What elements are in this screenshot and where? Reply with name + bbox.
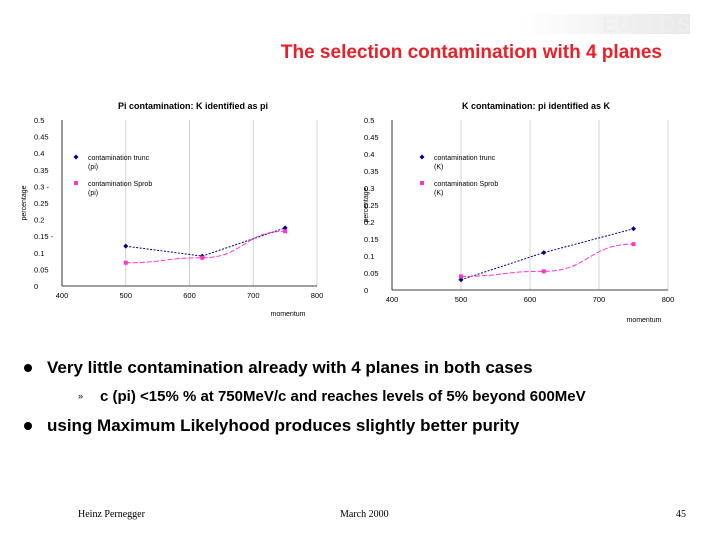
data-point-sprob <box>631 242 636 247</box>
pi-contamination-chart: Pi contamination: K identified as pi 400 5… <box>21 101 324 318</box>
x-tick-label: 500 <box>455 295 468 304</box>
y-tick-label: 0.3 <box>364 184 374 193</box>
x-tick-label: 600 <box>524 295 537 304</box>
x-tick-label: 500 <box>119 291 132 300</box>
bullet-text-1: Very little contamination already with 4… <box>47 358 533 377</box>
y-tick-label: 0.25 <box>364 201 379 210</box>
slide-title: The selection contamination with 4 plane… <box>280 42 662 63</box>
legend-label: contamination trunc <box>88 155 150 162</box>
y-tick-label: 0 <box>34 282 38 291</box>
bullet-dot-icon <box>24 364 32 372</box>
y-tick-label: 0.05 <box>364 269 379 278</box>
sub-bullet-text: c (pi) <15% % at 750MeV/c and reaches le… <box>100 388 586 405</box>
y-tick-label: 0.35 <box>364 167 379 176</box>
x-tick-label: 700 <box>593 295 606 304</box>
bullet-text-2: using Maximum Likelyhood produces slight… <box>47 416 520 435</box>
y-tick-label: 0.1 <box>364 252 374 261</box>
y-tick-label: 0.4 <box>364 150 374 159</box>
x-tick-label: 600 <box>183 291 196 300</box>
logo-banner <box>520 14 690 34</box>
series-line-sprob <box>125 230 286 264</box>
footer-page-number: 45 <box>676 509 686 520</box>
footer-date: March 2000 <box>340 509 389 520</box>
data-point-trunc <box>631 226 636 232</box>
y-tick-label: 0.1 <box>34 249 44 258</box>
y-tick-label: 0.45 <box>34 133 49 142</box>
x-tick-label: 700 <box>247 291 260 300</box>
data-point-sprob <box>123 260 128 265</box>
legend-label-cont: (pi) <box>88 164 98 171</box>
legend-label-cont: (K) <box>434 164 443 171</box>
y-tick-label: 0.45 <box>364 133 379 142</box>
legend-marker-trunc <box>73 154 79 160</box>
y-tick-label: 0 <box>364 286 368 295</box>
sub-bullet-arrow-icon: » <box>78 391 84 401</box>
logo-watermark: EUR OS <box>601 12 692 37</box>
legend-label-cont: (K) <box>434 190 443 197</box>
bullet-dot-icon <box>24 422 32 430</box>
y-tick-label: 0.25 <box>34 199 49 208</box>
series-line-trunc <box>460 228 634 281</box>
data-point-trunc <box>282 225 288 231</box>
y-tick-label: 0.15 - <box>34 232 54 241</box>
legend-marker-sprob <box>74 181 78 185</box>
y-tick-label: 0.15 <box>364 235 379 244</box>
x-tick-label: 800 <box>662 295 675 304</box>
legend-label: contamination trunc <box>434 155 496 162</box>
y-tick-label: 0.2 <box>364 218 374 227</box>
data-point-sprob <box>200 255 205 260</box>
legend-marker-trunc <box>419 154 425 160</box>
legend-label-cont: (pi) <box>88 190 98 197</box>
legend-label: contamination Sprob <box>434 181 498 188</box>
data-point-trunc <box>458 277 464 283</box>
data-point-sprob <box>459 274 463 279</box>
y-axis-label: percentage <box>363 187 370 222</box>
y-axis-label: percentage <box>21 185 28 220</box>
y-tick-label: 0.3 - <box>34 182 50 191</box>
k-contamination-chart: K contamination: pi identified as K 400 50… <box>363 101 675 324</box>
legend-label: contamination Sprob <box>88 181 152 188</box>
y-tick-label: 0.05 <box>34 265 49 274</box>
y-tick-label: 0.5 <box>34 116 44 125</box>
chart-title: K contamination: pi identified as K <box>462 101 611 111</box>
series-line-sprob <box>460 243 634 277</box>
series-line-trunc <box>125 227 286 257</box>
data-point-trunc <box>123 243 129 249</box>
x-tick-label: 400 <box>56 291 69 300</box>
x-axis-label: momentum <box>270 311 305 318</box>
y-tick-label: 0.5 <box>364 116 374 125</box>
y-tick-label: 0.35 <box>34 166 49 175</box>
x-tick-label: 800 <box>311 291 324 300</box>
y-tick-label: 0.4 <box>34 149 44 158</box>
data-point-sprob <box>283 229 288 234</box>
data-point-trunc <box>541 250 547 256</box>
y-tick-label: 0.2 <box>34 216 44 225</box>
x-axis-label: momentum <box>626 317 661 324</box>
x-tick-label: 400 <box>386 295 399 304</box>
chart-title: Pi contamination: K identified as pi <box>118 101 268 111</box>
data-point-sprob <box>541 269 546 274</box>
footer-author: Heinz Pernegger <box>78 509 145 520</box>
legend-marker-sprob <box>420 181 424 185</box>
